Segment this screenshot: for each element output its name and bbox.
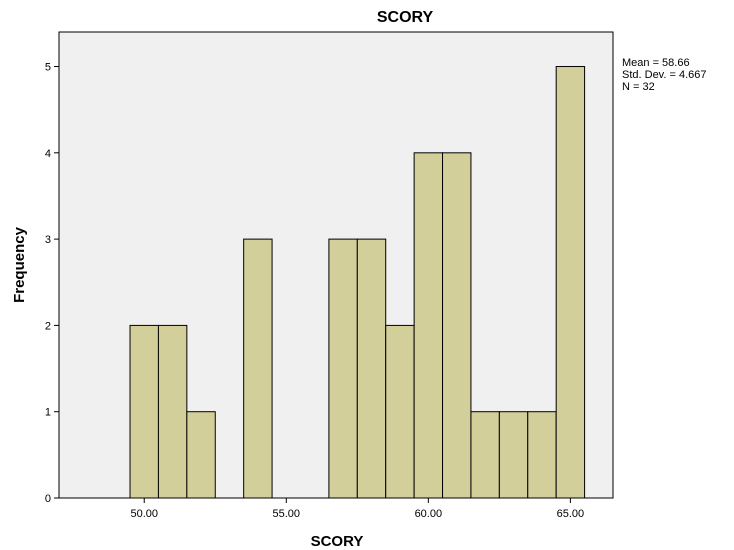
y-tick-label: 2 bbox=[45, 320, 51, 332]
y-tick-label: 5 bbox=[45, 62, 51, 74]
histogram-bar bbox=[556, 67, 584, 498]
histogram-bar bbox=[471, 412, 499, 498]
y-tick-label: 0 bbox=[45, 493, 51, 505]
histogram-bar bbox=[244, 239, 272, 498]
stats-line-n: N = 32 bbox=[622, 81, 655, 93]
x-tick-label: 50.00 bbox=[130, 508, 158, 520]
histogram-bar bbox=[130, 325, 158, 498]
stats-line-mean: Mean = 58.66 bbox=[622, 57, 690, 69]
x-axis-label: SCORY bbox=[311, 533, 364, 550]
chart-title: SCORY bbox=[377, 9, 434, 26]
histogram-bar bbox=[158, 325, 186, 498]
y-axis-label: Frequency bbox=[11, 226, 28, 303]
y-tick-label: 1 bbox=[45, 407, 51, 419]
stats-line-std-dev: Std. Dev. = 4.667 bbox=[622, 69, 707, 81]
x-tick-label: 65.00 bbox=[557, 508, 585, 520]
histogram-bar bbox=[357, 239, 385, 498]
histogram-bar bbox=[329, 239, 357, 498]
histogram-bar bbox=[386, 325, 414, 498]
histogram-bar bbox=[499, 412, 527, 498]
histogram-bar bbox=[187, 412, 215, 498]
x-tick-label: 55.00 bbox=[273, 508, 301, 520]
y-tick-label: 3 bbox=[45, 234, 51, 246]
histogram-bar bbox=[414, 153, 442, 498]
x-tick-label: 60.00 bbox=[415, 508, 443, 520]
y-tick-label: 4 bbox=[45, 148, 51, 160]
histogram-bar bbox=[528, 412, 556, 498]
histogram-bar bbox=[443, 153, 471, 498]
